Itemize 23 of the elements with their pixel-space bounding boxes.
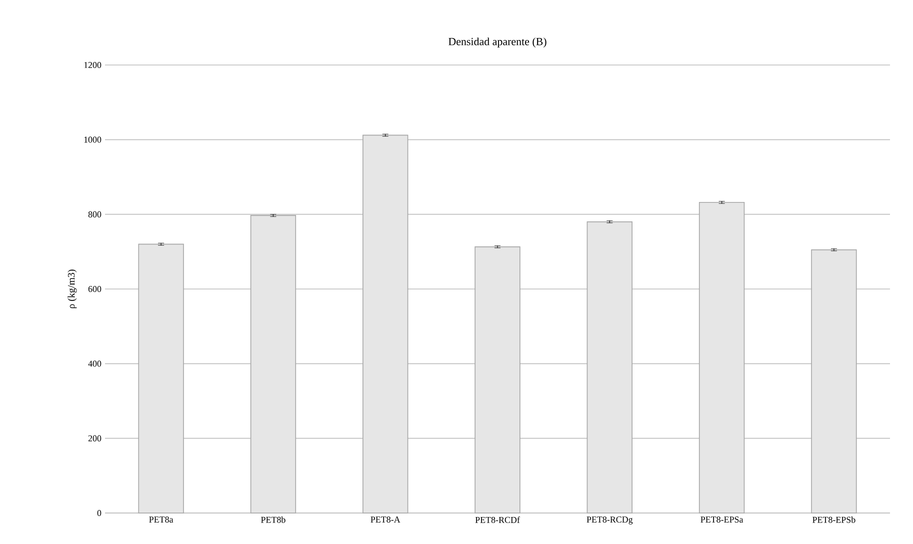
y-tick-label: 800 [88, 211, 102, 218]
y-axis-title: ρ (kg/m3) [68, 270, 77, 308]
bar [362, 134, 408, 514]
y-tick-label: 0 [97, 510, 102, 516]
y-tick-label: 600 [88, 286, 102, 292]
x-tick-label: PET8b [261, 516, 286, 523]
x-tick-label: PET8-EPSb [812, 516, 856, 523]
bar [698, 202, 745, 514]
bar [811, 249, 857, 514]
x-tick-label: PET8a [149, 516, 174, 523]
y-tick-label: 1000 [84, 136, 102, 143]
chart-title: Densidad aparente (B) [448, 38, 546, 48]
x-tick-label: PET8-RCDg [586, 516, 633, 524]
bar [474, 246, 520, 514]
x-tick-label: PET8-RCDf [475, 516, 520, 523]
y-tick-label: 200 [88, 435, 102, 442]
y-tick-label: 400 [88, 360, 102, 367]
bar [138, 244, 184, 514]
x-tick-label: PET8-A [370, 516, 400, 523]
x-tick-label: PET8-EPSa [700, 516, 744, 523]
bar [586, 221, 632, 514]
bar [250, 215, 296, 514]
y-tick-label: 1200 [84, 62, 102, 68]
